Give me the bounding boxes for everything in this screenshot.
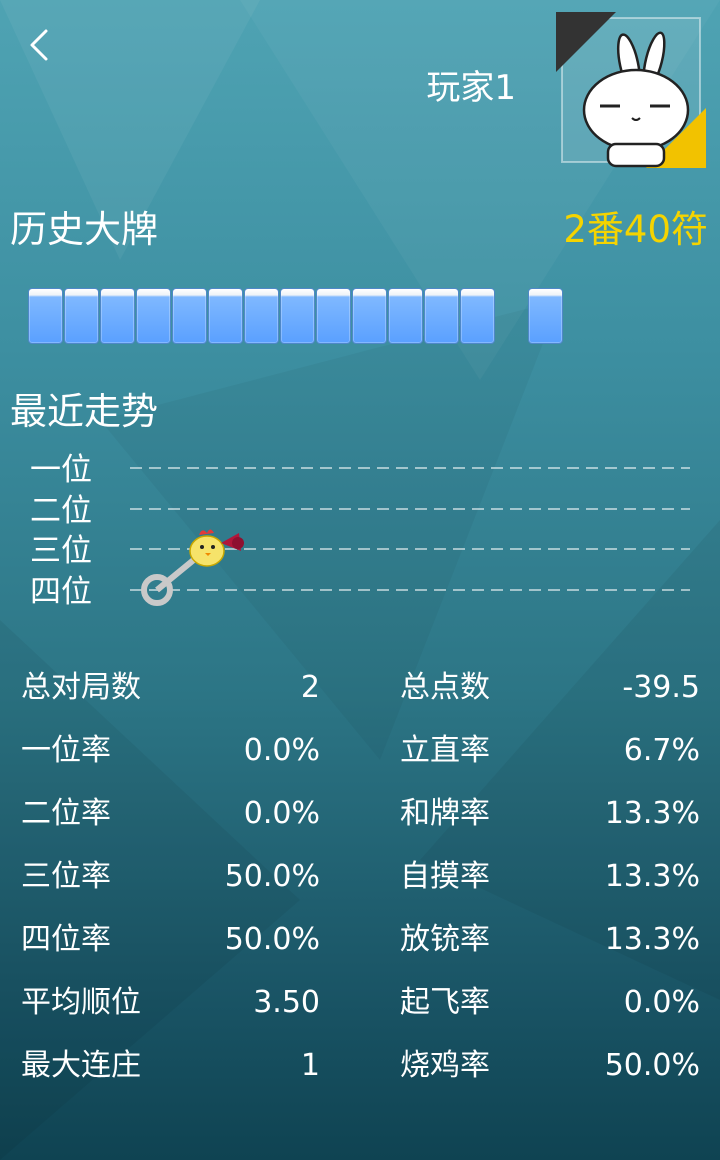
chevron-left-icon [30, 29, 48, 61]
mahjong-tile [352, 288, 387, 344]
mahjong-tile [424, 288, 459, 344]
winning-tile [528, 288, 563, 344]
stat-value: 1 [300, 1048, 320, 1083]
mahjong-tile [388, 288, 423, 344]
stat-value: -39.5 [622, 670, 700, 705]
trend-plot [130, 467, 690, 606]
stat-label: 平均顺位 [21, 985, 141, 1020]
mahjong-tile [28, 288, 63, 344]
avatar[interactable] [556, 12, 706, 168]
mahjong-tile [280, 288, 315, 344]
stat-value: 50.0% [224, 859, 320, 894]
stat-value: 0.0% [243, 733, 320, 768]
rank-label-3: 三位 [30, 533, 92, 569]
stat-label: 立直率 [400, 733, 490, 768]
stat-value: 13.3% [604, 859, 700, 894]
stat-label: 二位率 [21, 796, 111, 831]
stat-value: 6.7% [623, 733, 700, 768]
trend-chart: 一位 二位 三位 四位 [0, 445, 720, 625]
stat-value: 13.3% [604, 796, 700, 831]
stat-label: 三位率 [21, 859, 111, 894]
trend-title: 最近走势 [10, 390, 158, 433]
mahjong-tile [100, 288, 135, 344]
fan-fu-score: 2番40符 [563, 208, 708, 251]
stat-value: 0.0% [623, 985, 700, 1020]
stat-label: 最大连庄 [21, 1048, 141, 1083]
stat-label: 烧鸡率 [400, 1048, 490, 1083]
stat-value: 13.3% [604, 922, 700, 957]
bunny-avatar-icon [556, 12, 706, 168]
stat-label: 和牌率 [400, 796, 490, 831]
stat-label: 一位率 [21, 733, 111, 768]
stat-value: 50.0% [604, 1048, 700, 1083]
stat-value: 3.50 [253, 985, 320, 1020]
mahjong-tile [208, 288, 243, 344]
trend-point [141, 574, 173, 606]
rank-label-4: 四位 [30, 574, 92, 610]
mahjong-tile [172, 288, 207, 344]
rank-label-2: 二位 [30, 493, 92, 529]
back-button[interactable] [22, 28, 56, 62]
stat-label: 自摸率 [400, 859, 490, 894]
big-hand-title: 历史大牌 [10, 208, 158, 251]
stat-label: 总点数 [400, 670, 490, 705]
mahjong-tile [460, 288, 495, 344]
stat-value: 2 [300, 670, 320, 705]
player-name: 玩家1 [426, 68, 516, 108]
stat-label: 起飞率 [400, 985, 490, 1020]
mahjong-tile [136, 288, 171, 344]
mahjong-tile [316, 288, 351, 344]
chick-megaphone-icon [189, 529, 244, 567]
stat-label: 总对局数 [21, 670, 141, 705]
stat-value: 0.0% [243, 796, 320, 831]
rank-label-1: 一位 [30, 452, 92, 488]
stat-label: 四位率 [21, 922, 111, 957]
stat-label: 放铳率 [400, 922, 490, 957]
stat-value: 50.0% [224, 922, 320, 957]
mahjong-tile [64, 288, 99, 344]
mahjong-tile [244, 288, 279, 344]
